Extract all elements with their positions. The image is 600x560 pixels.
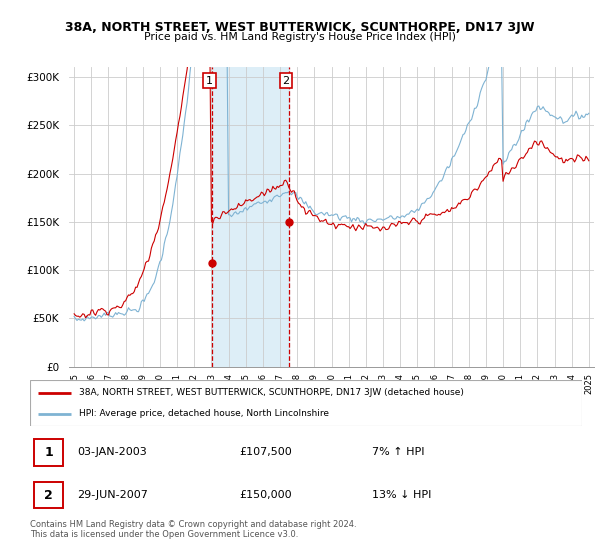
Text: 2: 2	[44, 488, 53, 502]
Text: 38A, NORTH STREET, WEST BUTTERWICK, SCUNTHORPE, DN17 3JW: 38A, NORTH STREET, WEST BUTTERWICK, SCUN…	[65, 21, 535, 34]
Text: £150,000: £150,000	[240, 490, 292, 500]
Text: 29-JUN-2007: 29-JUN-2007	[77, 490, 148, 500]
Text: Price paid vs. HM Land Registry's House Price Index (HPI): Price paid vs. HM Land Registry's House …	[144, 32, 456, 43]
Text: HPI: Average price, detached house, North Lincolnshire: HPI: Average price, detached house, Nort…	[79, 409, 329, 418]
Text: 7% ↑ HPI: 7% ↑ HPI	[372, 447, 425, 458]
Bar	[34, 482, 63, 508]
Bar	[212, 67, 289, 367]
Text: 13% ↓ HPI: 13% ↓ HPI	[372, 490, 431, 500]
Text: Contains HM Land Registry data © Crown copyright and database right 2024.
This d: Contains HM Land Registry data © Crown c…	[30, 520, 356, 539]
Text: 2: 2	[283, 76, 290, 86]
Text: 03-JAN-2003: 03-JAN-2003	[77, 447, 146, 458]
Text: 1: 1	[206, 76, 213, 86]
Text: £107,500: £107,500	[240, 447, 293, 458]
Bar	[34, 439, 63, 466]
Text: 38A, NORTH STREET, WEST BUTTERWICK, SCUNTHORPE, DN17 3JW (detached house): 38A, NORTH STREET, WEST BUTTERWICK, SCUN…	[79, 388, 463, 397]
Text: 1: 1	[44, 446, 53, 459]
